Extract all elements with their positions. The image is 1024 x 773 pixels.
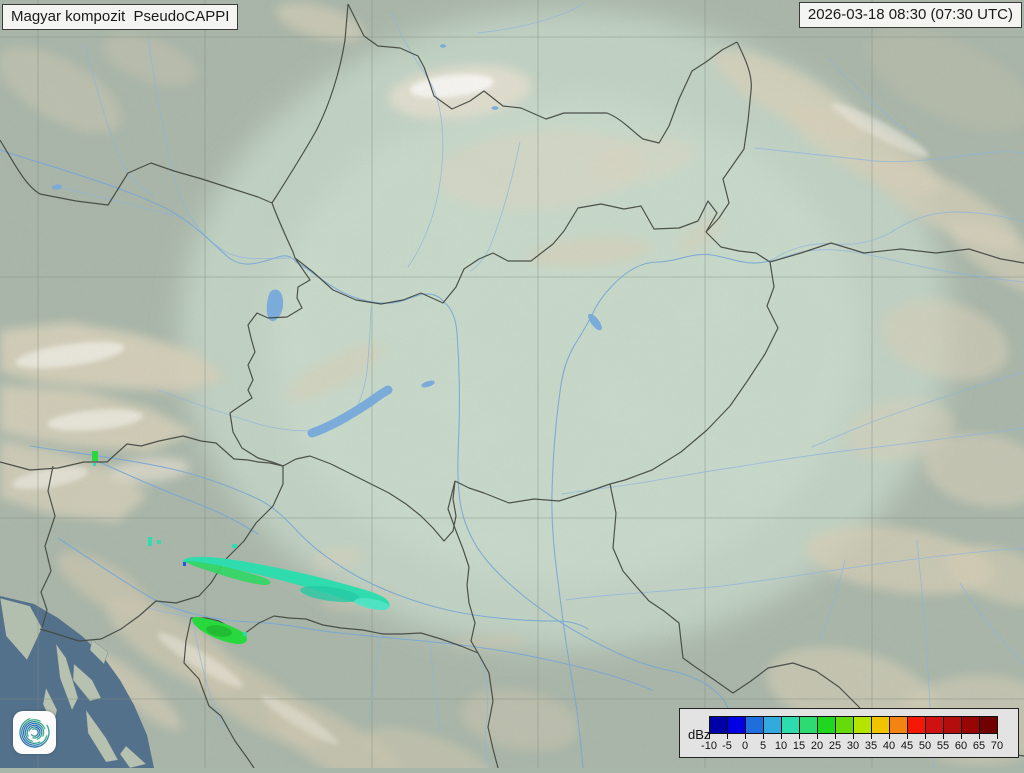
legend-tick-label: 60 (954, 740, 968, 752)
legend-cell-55 (943, 716, 962, 734)
legend-tick-mark (727, 734, 728, 739)
legend-cell-10 (781, 716, 800, 734)
legend-tick-label: 0 (741, 740, 749, 752)
dbz-color-legend: dBz -10 -5 0 5 10 15 20 25 30 35 40 45 50 55 60 65 70 (679, 708, 1019, 758)
lakes-layer (52, 44, 602, 438)
legend-tick-mark (979, 734, 980, 739)
legend-tick-mark (961, 734, 962, 739)
lake-neusiedl (266, 289, 284, 322)
legend-tick-label: 20 (810, 740, 824, 752)
legend-cell-45 (907, 716, 926, 734)
legend-tick-mark (763, 734, 764, 739)
legend-tick-mark (907, 734, 908, 739)
legend-tick-label: 15 (792, 740, 806, 752)
legend-tick-label: 35 (864, 740, 878, 752)
legend-tick-mark (853, 734, 854, 739)
legend-cell-0 (745, 716, 764, 734)
legend-cell-25 (835, 716, 854, 734)
legend-cell-30 (853, 716, 872, 734)
legend-cell-20 (817, 716, 836, 734)
met-service-logo (13, 711, 56, 754)
legend-cell-65 (979, 716, 998, 734)
legend-tick-label: -10 (701, 740, 717, 752)
legend-tick-label: 45 (900, 740, 914, 752)
legend-cell--10 (709, 716, 728, 734)
legend-tick-mark (943, 734, 944, 739)
lake-velence (421, 380, 435, 388)
legend-tick-mark (799, 734, 800, 739)
legend-tick-mark (709, 734, 710, 739)
legend-tick-mark (997, 734, 998, 739)
legend-cell-40 (889, 716, 908, 734)
legend-tick-mark (817, 734, 818, 739)
legend-tick-label: 5 (759, 740, 767, 752)
lake-tisza (588, 313, 602, 331)
legend-cell-50 (925, 716, 944, 734)
echo-speck (148, 537, 152, 546)
legend-tick-label: 40 (882, 740, 896, 752)
legend-tick-label: 50 (918, 740, 932, 752)
legend-tick-label: 55 (936, 740, 950, 752)
legend-cell-35 (871, 716, 890, 734)
legend-tick-mark (835, 734, 836, 739)
legend-tick-label: -5 (722, 740, 732, 752)
legend-cell--5 (727, 716, 746, 734)
legend-tick-label: 70 (990, 740, 1004, 752)
legend-tick-mark (781, 734, 782, 739)
legend-tick-label: 10 (774, 740, 788, 752)
legend-tick-label: 30 (846, 740, 860, 752)
legend-tick-label: 65 (972, 740, 986, 752)
spiral-logo-icon (19, 717, 50, 748)
timestamp-label: 2026-03-18 08:30 (07:30 UTC) (798, 2, 1022, 28)
legend-cell-60 (961, 716, 980, 734)
legend-unit-label: dBz (688, 727, 711, 742)
radar-echoes-layer (92, 451, 390, 645)
lake-balaton (307, 385, 393, 438)
legend-tick-mark (889, 734, 890, 739)
legend-color-strip (709, 716, 998, 734)
legend-cell-15 (799, 716, 818, 734)
echo-speck (92, 451, 98, 461)
borders-layer (0, 3, 1024, 769)
legend-tick-mark (871, 734, 872, 739)
legend-tick-label: 25 (828, 740, 842, 752)
product-title-label: Magyar kompozit PseudoCAPPI (2, 4, 239, 30)
legend-tick-mark (745, 734, 746, 739)
legend-tick-mark (925, 734, 926, 739)
rivers-layer (0, 149, 773, 769)
legend-cell-5 (763, 716, 782, 734)
